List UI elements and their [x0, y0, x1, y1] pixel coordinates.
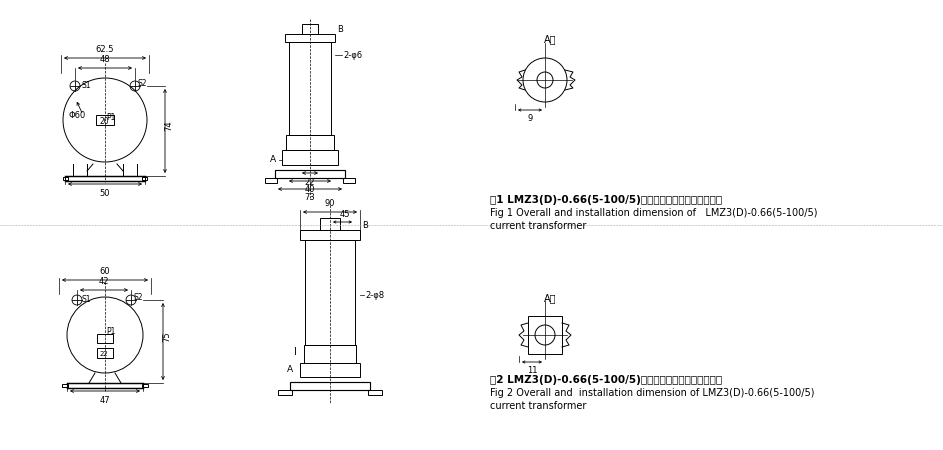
Text: Fig 1 Overall and installation dimension of   LMZ3(D)-0.66(5-100/5): Fig 1 Overall and installation dimension… — [490, 208, 818, 218]
Text: B: B — [362, 221, 368, 230]
Text: 40: 40 — [305, 185, 315, 194]
Text: S2: S2 — [133, 293, 142, 302]
Text: B: B — [337, 24, 343, 33]
Text: 2-φ6: 2-φ6 — [343, 50, 362, 59]
Text: 11: 11 — [527, 366, 538, 375]
Text: S1: S1 — [82, 294, 91, 303]
Text: 48: 48 — [100, 55, 110, 64]
Text: 图2 LMZ3(D)-0.66(5-100/5)型电流互感器外形及安装尺寸: 图2 LMZ3(D)-0.66(5-100/5)型电流互感器外形及安装尺寸 — [490, 375, 722, 385]
Text: 60: 60 — [100, 267, 110, 276]
Text: A向: A向 — [544, 34, 556, 44]
Text: Φ60: Φ60 — [69, 111, 86, 120]
Text: P1: P1 — [106, 113, 115, 122]
Text: 22: 22 — [100, 351, 108, 357]
Text: 22: 22 — [305, 178, 315, 187]
Text: Fig 2 Overall and  installation dimension of LMZ3(D)-0.66(5-100/5): Fig 2 Overall and installation dimension… — [490, 388, 815, 398]
Text: 20: 20 — [99, 117, 108, 126]
Text: I: I — [293, 347, 296, 357]
Text: 50: 50 — [100, 189, 110, 198]
Text: 74: 74 — [164, 120, 174, 131]
Text: 62.5: 62.5 — [96, 45, 114, 54]
Text: A向: A向 — [544, 293, 556, 303]
Text: A: A — [270, 156, 276, 165]
Text: 2-φ8: 2-φ8 — [365, 291, 384, 300]
Text: S1: S1 — [81, 81, 91, 90]
Text: 9: 9 — [527, 114, 533, 123]
Text: P1: P1 — [106, 328, 115, 337]
Text: S2: S2 — [137, 78, 146, 87]
Text: 73: 73 — [305, 193, 315, 202]
Text: 42: 42 — [99, 277, 109, 286]
Text: 90: 90 — [324, 199, 336, 208]
Text: current transformer: current transformer — [490, 221, 587, 231]
Text: 图1 LMZ3(D)-0.66(5-100/5)型电流互感器外形及安装尺寸: 图1 LMZ3(D)-0.66(5-100/5)型电流互感器外形及安装尺寸 — [490, 195, 722, 205]
Text: A: A — [287, 364, 293, 373]
Text: current transformer: current transformer — [490, 401, 587, 411]
Text: 75: 75 — [162, 331, 172, 342]
Text: 47: 47 — [100, 396, 110, 405]
Text: 45: 45 — [339, 210, 350, 219]
